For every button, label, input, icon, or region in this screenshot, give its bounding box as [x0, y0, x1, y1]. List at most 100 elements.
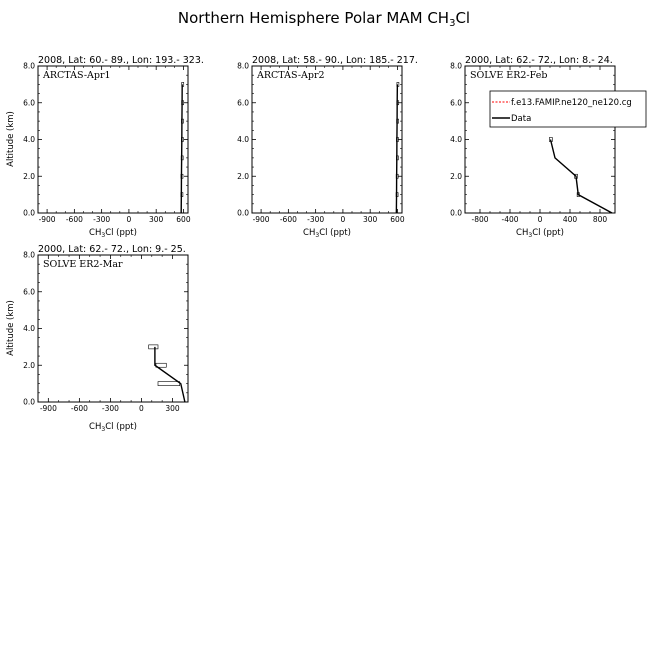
y-ticks: 0.0 2.0 4.0 6.0 8.0	[23, 62, 188, 218]
x-tick-label: 0	[127, 215, 132, 224]
case-label: ARCTAS-Apr1	[42, 70, 111, 81]
figure-title-subscript: 3	[449, 18, 455, 29]
x-axis-label-subscript: 3	[315, 232, 319, 239]
x-tick-label: -900	[39, 215, 56, 224]
plot-area	[148, 344, 186, 403]
x-axis-label-tail: Cl (ppt)	[319, 228, 351, 238]
x-axis-label-tail: Cl (ppt)	[532, 228, 564, 238]
plot-frame	[37, 65, 189, 214]
y-tick-label: 4.0	[237, 135, 249, 144]
panel-arctas-apr2: 2008, Lat: 58.- 90., Lon: 185.- 217. ARC…	[237, 55, 418, 239]
y-tick-label: 0.0	[23, 398, 35, 407]
panel-header: 2000, Lat: 62.- 72., Lon: 8.- 24.	[465, 55, 613, 66]
y-ticks: 0.0 2.0 4.0 6.0 8.0	[23, 251, 188, 407]
x-tick-label: -400	[501, 215, 518, 224]
x-axis-label: CH3Cl (ppt)	[89, 422, 137, 433]
y-tick-label: 8.0	[23, 62, 35, 71]
range-box	[157, 381, 181, 386]
x-tick-label: 0	[538, 215, 543, 224]
y-tick-label: 8.0	[450, 62, 462, 71]
x-tick-label: -900	[253, 215, 270, 224]
y-tick-label: 2.0	[23, 361, 35, 370]
plot-frame	[251, 65, 403, 214]
x-tick-label: -800	[471, 215, 488, 224]
y-ticks: 0.0 2.0 4.0 6.0 8.0	[450, 62, 615, 218]
x-axis-label-main: CH	[89, 228, 101, 238]
y-tick-label: 8.0	[237, 62, 249, 71]
panel-header: 2008, Lat: 58.- 90., Lon: 185.- 217.	[252, 55, 418, 66]
x-tick-label: -300	[307, 215, 324, 224]
x-axis-label: CH3Cl (ppt)	[303, 228, 351, 239]
x-tick-label: 300	[363, 215, 378, 224]
figure-title-tail: Cl	[455, 9, 470, 27]
range-box	[148, 344, 159, 350]
x-axis-label-subscript: 3	[101, 232, 105, 239]
x-axis-label-main: CH	[303, 228, 315, 238]
y-tick-label: 4.0	[450, 135, 462, 144]
y-tick-label: 6.0	[23, 98, 35, 107]
plot-frame	[464, 65, 616, 214]
x-ticks: -800 -400 0 400 800	[471, 66, 607, 224]
case-label: SOLVE ER2-Feb	[470, 70, 547, 81]
figure-title: Northern Hemisphere Polar MAM CH3Cl	[178, 9, 470, 29]
y-tick-label: 2.0	[237, 172, 249, 181]
legend-label-data: Data	[511, 114, 531, 124]
x-tick-label: 300	[149, 215, 164, 224]
y-axis-label: Altitude (km)	[6, 111, 16, 167]
x-tick-label: -600	[66, 215, 83, 224]
x-tick-label: 600	[390, 215, 405, 224]
x-ticks: -900 -600 -300 0 300 600	[39, 66, 191, 224]
y-tick-label: 0.0	[23, 209, 35, 218]
y-ticks: 0.0 2.0 4.0 6.0 8.0	[237, 62, 402, 218]
x-tick-label: 600	[176, 215, 191, 224]
x-tick-label: 800	[593, 215, 608, 224]
x-axis-label: CH3Cl (ppt)	[89, 228, 137, 239]
y-tick-label: 6.0	[237, 98, 249, 107]
x-ticks: -900 -600 -300 0 300	[40, 255, 180, 413]
x-axis-label-subscript: 3	[528, 232, 532, 239]
x-axis-label-subscript: 3	[101, 426, 105, 433]
legend-box	[489, 90, 647, 128]
y-axis-label: Altitude (km)	[6, 300, 16, 356]
x-tick-label: -300	[102, 404, 119, 413]
x-tick-label: -300	[93, 215, 110, 224]
series-line-data	[395, 84, 399, 214]
x-axis-label-tail: Cl (ppt)	[105, 422, 137, 432]
series-line-data	[154, 346, 186, 403]
y-tick-label: 0.0	[237, 209, 249, 218]
x-axis-label-main: CH	[516, 228, 528, 238]
plot-area	[395, 82, 400, 214]
x-ticks: -900 -600 -300 0 300 600	[253, 66, 405, 224]
y-tick-label: 4.0	[23, 324, 35, 333]
x-tick-label: -600	[71, 404, 88, 413]
panel-header: 2000, Lat: 62.- 72., Lon: 9.- 25.	[38, 244, 186, 255]
y-tick-label: 6.0	[23, 287, 35, 296]
series-line-data	[549, 139, 613, 214]
y-tick-label: 2.0	[23, 172, 35, 181]
y-tick-label: 4.0	[23, 135, 35, 144]
x-tick-label: 0	[341, 215, 346, 224]
y-tick-label: 0.0	[450, 209, 462, 218]
plot-area	[549, 137, 613, 214]
legend: f.e13.FAMIP.ne120_ne120.cg Data	[489, 90, 647, 128]
x-tick-label: -600	[280, 215, 297, 224]
x-tick-label: 400	[563, 215, 578, 224]
figure-title-main: Northern Hemisphere Polar MAM CH	[178, 9, 449, 27]
legend-label-model: f.e13.FAMIP.ne120_ne120.cg	[511, 98, 632, 108]
x-axis-label-main: CH	[89, 422, 101, 432]
series-line-data	[180, 84, 183, 214]
plot-area	[180, 82, 185, 214]
x-tick-label: 300	[165, 404, 180, 413]
y-tick-label: 8.0	[23, 251, 35, 260]
panel-solve-er2-mar: 2000, Lat: 62.- 72., Lon: 9.- 25. SOLVE …	[6, 244, 189, 433]
y-tick-label: 6.0	[450, 98, 462, 107]
x-axis-label-tail: Cl (ppt)	[105, 228, 137, 238]
case-label: ARCTAS-Apr2	[256, 70, 325, 81]
y-tick-label: 2.0	[450, 172, 462, 181]
plot-frame	[37, 254, 189, 403]
panel-solve-er2-feb: 2000, Lat: 62.- 72., Lon: 8.- 24. SOLVE …	[450, 55, 647, 239]
case-label: SOLVE ER2-Mar	[43, 259, 123, 270]
x-tick-label: 0	[139, 404, 144, 413]
x-tick-label: -900	[40, 404, 57, 413]
